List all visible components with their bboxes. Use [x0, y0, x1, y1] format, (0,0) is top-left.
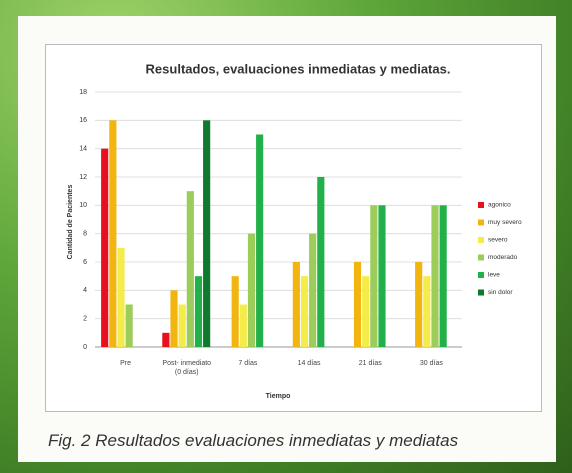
chart-title: Resultados, evaluaciones inmediatas y me…: [146, 61, 451, 76]
x-tick-label: 7 días: [238, 360, 258, 367]
y-tick-label: 16: [79, 117, 87, 124]
bar: [101, 148, 109, 347]
x-axis-title: Tiempo: [266, 393, 291, 400]
x-tick-label: 21 días: [358, 360, 382, 367]
x-tick-label: 30 días: [419, 360, 443, 367]
bar: [439, 205, 447, 347]
bar: [423, 276, 431, 347]
y-tick-label: 6: [83, 259, 87, 266]
x-tick-label: Post- inmediato (0 días): [162, 360, 212, 376]
y-axis-title: Cantidad de Pacientes: [67, 185, 74, 260]
bar: [162, 332, 170, 347]
bar: [247, 233, 256, 347]
bar: [317, 177, 325, 347]
x-tick-label: 14 días: [297, 360, 321, 367]
bar: [231, 276, 239, 347]
legend-swatch: [478, 254, 484, 261]
legend-label: severo: [488, 237, 508, 244]
legend-label: sin dolor: [488, 289, 513, 296]
y-tick-label: 2: [83, 316, 87, 323]
y-tick-label: 18: [79, 89, 87, 96]
bar: [109, 120, 117, 347]
y-tick-label: 14: [79, 146, 87, 153]
bar: [292, 262, 300, 347]
bar: [186, 191, 194, 347]
bar: [203, 120, 211, 347]
y-tick-label: 10: [79, 202, 87, 209]
bar: [415, 262, 423, 347]
y-tick-label: 12: [79, 174, 87, 181]
bar: [239, 304, 247, 347]
x-tick-label: Pre: [120, 360, 132, 367]
chart-box: [45, 44, 542, 412]
bar: [309, 233, 317, 347]
legend-label: muy severo: [488, 219, 522, 226]
caption: Fig. 2 Resultados evaluaciones inmediata…: [48, 431, 459, 450]
y-tick-label: 8: [83, 231, 87, 238]
bar: [125, 304, 133, 347]
legend-label: agonico: [488, 202, 511, 209]
legend-swatch: [478, 219, 484, 226]
legend-swatch: [478, 272, 484, 278]
legend-swatch: [478, 202, 484, 208]
bar: [117, 247, 125, 347]
bar: [300, 276, 309, 347]
legend-label: leve: [488, 272, 500, 279]
legend-swatch: [478, 237, 484, 243]
legend-swatch: [478, 289, 484, 296]
bar: [353, 262, 362, 347]
y-tick-label: 0: [83, 344, 87, 351]
bar: [431, 205, 439, 347]
bar: [378, 205, 386, 347]
bar: [362, 276, 370, 347]
y-tick-label: 4: [83, 287, 87, 294]
bar: [194, 276, 203, 347]
bar: [170, 290, 178, 347]
bar: [256, 134, 264, 347]
legend-label: moderado: [488, 254, 518, 261]
bar: [370, 205, 378, 347]
bar: [178, 304, 186, 347]
